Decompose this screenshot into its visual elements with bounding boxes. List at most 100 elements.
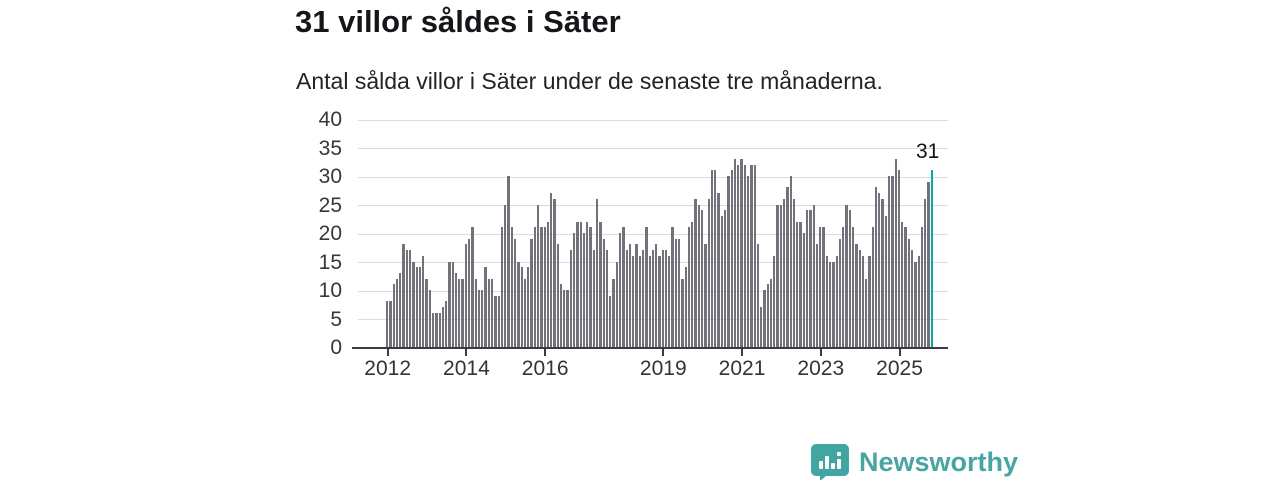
- bar: [868, 255, 871, 347]
- bar: [924, 198, 927, 347]
- bar: [684, 267, 687, 347]
- bar: [707, 198, 710, 347]
- y-tick-label-0: 0: [330, 336, 342, 359]
- bar: [422, 255, 425, 347]
- bar: [766, 284, 769, 347]
- bar: [871, 227, 874, 347]
- bar: [491, 278, 494, 347]
- bar: [582, 233, 586, 347]
- bar: [628, 244, 632, 347]
- bar: [674, 238, 678, 347]
- x-tick-2014: [465, 349, 468, 356]
- bar: [704, 244, 707, 347]
- bar: [769, 278, 773, 347]
- y-tick-label-30: 30: [318, 165, 342, 188]
- bar: [658, 255, 661, 347]
- chart-subtitle: Antal sålda villor i Säter under de sena…: [296, 68, 883, 94]
- bar: [448, 261, 451, 347]
- bar: [579, 221, 582, 347]
- x-tick-label-2021: 2021: [718, 357, 766, 380]
- bar: [806, 210, 809, 347]
- bar: [760, 307, 763, 347]
- bar: [835, 255, 838, 347]
- bar: [451, 261, 454, 347]
- bar: [753, 164, 756, 347]
- gridline-25: [358, 205, 948, 206]
- bar: [779, 204, 783, 347]
- bar: [845, 204, 848, 347]
- bar: [651, 250, 655, 347]
- y-tick-label-25: 25: [318, 193, 342, 217]
- bar: [914, 261, 917, 347]
- bar: [773, 255, 776, 347]
- bar: [402, 244, 405, 347]
- bar: [907, 238, 910, 347]
- bar: [881, 198, 884, 347]
- bar: [612, 278, 615, 347]
- bar: [668, 255, 671, 347]
- bar: [458, 278, 461, 347]
- bar: [527, 267, 530, 347]
- bar: [884, 215, 888, 347]
- bar: [468, 238, 471, 347]
- bar: [786, 187, 789, 347]
- bar: [750, 164, 753, 347]
- bar: [733, 158, 737, 347]
- bar: [599, 221, 602, 347]
- bar: [504, 204, 507, 347]
- bar: [415, 267, 418, 347]
- bar: [435, 312, 438, 347]
- bar: [927, 181, 930, 347]
- brand-name: Newsworthy: [859, 446, 1019, 477]
- bar: [589, 227, 592, 347]
- bar: [392, 284, 395, 347]
- bar: [484, 267, 487, 347]
- bar: [573, 233, 576, 347]
- bar: [730, 170, 733, 347]
- bar: [792, 198, 796, 347]
- bar: [832, 261, 835, 347]
- bar: [550, 193, 553, 347]
- bar: [481, 290, 484, 347]
- bar: [714, 170, 717, 347]
- bar: [454, 272, 458, 347]
- bar: [622, 227, 625, 347]
- bar: [920, 227, 924, 347]
- y-tick-label-40: 40: [318, 108, 342, 131]
- bar: [474, 278, 477, 347]
- bar: [609, 295, 612, 347]
- bar: [596, 198, 599, 347]
- x-tick-label-2023: 2023: [797, 357, 845, 380]
- bar: [648, 255, 651, 347]
- bar: [632, 255, 635, 347]
- bar: [425, 278, 428, 347]
- gridline-40: [358, 119, 948, 121]
- bar: [507, 176, 510, 347]
- x-tick-2019: [662, 349, 665, 356]
- bar: [563, 290, 566, 347]
- bar: [418, 267, 422, 347]
- y-tick-label-20: 20: [318, 222, 342, 245]
- bar: [520, 267, 523, 347]
- bar: [842, 227, 845, 347]
- bar: [389, 301, 392, 347]
- bar: [671, 227, 674, 347]
- bar: [540, 227, 543, 347]
- bar: [796, 221, 799, 347]
- bar: [838, 238, 842, 347]
- bar: [592, 250, 595, 347]
- bar: [566, 290, 569, 347]
- bar: [723, 210, 727, 347]
- bar: [740, 158, 743, 347]
- x-tick-2025: [898, 349, 901, 356]
- x-axis-line: [352, 347, 948, 349]
- bar: [635, 244, 638, 347]
- bar: [901, 221, 904, 347]
- x-tick-label-2014: 2014: [443, 357, 490, 380]
- x-tick-label-2012: 2012: [364, 357, 411, 380]
- bar: [586, 221, 589, 347]
- bar: [851, 227, 855, 347]
- bar: [408, 250, 412, 347]
- bar: [605, 250, 609, 347]
- bar: [822, 227, 825, 347]
